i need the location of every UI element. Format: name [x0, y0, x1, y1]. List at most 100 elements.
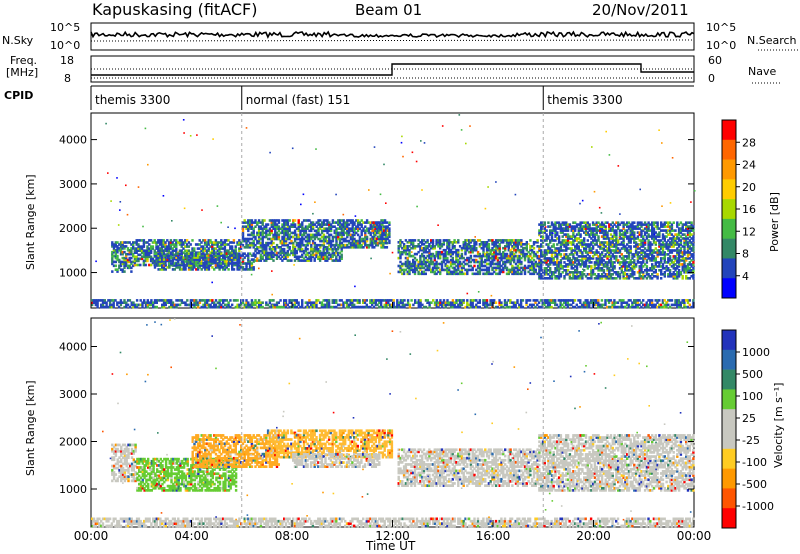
- data-cell: [545, 239, 548, 242]
- data-cell: [509, 252, 512, 256]
- data-cell: [229, 258, 232, 261]
- data-cell: [153, 239, 156, 242]
- data-cell: [116, 245, 119, 248]
- data-cell: [286, 219, 290, 222]
- data-cell: [274, 227, 277, 230]
- data-cell: [153, 261, 156, 265]
- data-cell: [449, 254, 453, 258]
- data-cell: [496, 241, 500, 244]
- data-cell: [408, 268, 411, 272]
- data-cell: [180, 260, 184, 263]
- data-cell: [333, 251, 336, 255]
- data-cell: [647, 245, 650, 248]
- data-cell: [248, 243, 252, 247]
- data-cell: [254, 225, 257, 228]
- data-cell: [494, 245, 498, 248]
- data-cell: [449, 258, 453, 262]
- data-cell: [216, 266, 219, 269]
- data-cell: [572, 271, 575, 274]
- data-cell: [595, 277, 598, 280]
- data-cell: [364, 233, 367, 237]
- data-cell: [688, 257, 691, 260]
- data-cell: [302, 229, 306, 233]
- data-cell: [586, 251, 589, 254]
- data-cell: [397, 241, 400, 244]
- data-cell: [128, 266, 131, 270]
- data-cell: [649, 229, 652, 232]
- data-cell: [166, 247, 169, 250]
- data-cell: [667, 245, 670, 248]
- data-cell: [457, 254, 460, 258]
- data-cell: [549, 231, 552, 234]
- data-cell: [500, 254, 503, 258]
- data-cell: [674, 267, 677, 270]
- data-cell: [119, 243, 123, 246]
- data-cell: [311, 253, 315, 257]
- data-cell: [556, 265, 559, 268]
- data-cell: [552, 273, 555, 276]
- data-cell: [583, 237, 586, 240]
- data-cell: [563, 269, 566, 272]
- data-cell: [532, 258, 536, 262]
- data-cell: [593, 261, 597, 264]
- data-cell: [112, 254, 116, 258]
- data-cell: [654, 257, 657, 260]
- data-cell: [286, 249, 289, 253]
- data-cell: [125, 264, 128, 268]
- data-cell: [200, 252, 203, 255]
- data-cell: [516, 239, 519, 242]
- data-cell: [661, 247, 665, 250]
- data-cell: [615, 241, 618, 244]
- data-cell: [442, 254, 445, 258]
- data-cell: [383, 246, 387, 249]
- data-cell: [690, 275, 693, 278]
- data-cell: [375, 223, 379, 226]
- data-cell: [494, 248, 498, 252]
- data-cell: [668, 251, 672, 254]
- data-cell: [381, 235, 384, 239]
- data-cell: [295, 237, 299, 241]
- data-cell: [229, 254, 232, 257]
- data-cell: [575, 257, 579, 260]
- data-cell: [315, 221, 318, 224]
- data-cell: [661, 223, 665, 226]
- data-cell: [618, 273, 622, 276]
- data-cell: [322, 237, 326, 241]
- data-cell: [565, 263, 568, 266]
- data-cell: [561, 235, 564, 238]
- data-cell: [161, 299, 164, 302]
- data-cell: [128, 241, 131, 244]
- data-cell: [606, 243, 609, 246]
- data-cell: [266, 251, 270, 255]
- data-cell: [173, 253, 176, 257]
- data-cell: [543, 253, 546, 256]
- data-cell: [538, 257, 541, 260]
- data-cell: [509, 239, 512, 242]
- data-cell: [681, 263, 684, 266]
- data-cell: [134, 305, 137, 309]
- data-cell: [617, 223, 620, 226]
- data-cell: [135, 251, 138, 254]
- data-cell: [431, 260, 435, 264]
- data-cell: [135, 259, 138, 263]
- data-cell: [502, 260, 505, 264]
- data-cell: [502, 270, 505, 274]
- data-cell: [283, 251, 286, 255]
- data-cell: [346, 233, 349, 237]
- data-cell: [595, 259, 598, 262]
- data-cell: [281, 237, 284, 241]
- data-cell: [327, 305, 331, 309]
- data-cell: [593, 243, 597, 246]
- data-cell: [568, 237, 572, 240]
- data-cell: [568, 235, 572, 238]
- data-cell: [146, 255, 149, 259]
- data-cell: [581, 275, 584, 278]
- data-cell: [525, 246, 528, 250]
- data-cell: [342, 225, 345, 228]
- data-cell: [446, 258, 449, 262]
- data-cell: [277, 221, 281, 224]
- data-cell: [453, 245, 456, 248]
- data-cell: [205, 299, 209, 302]
- data-cell: [281, 305, 284, 309]
- data-cell: [290, 249, 293, 253]
